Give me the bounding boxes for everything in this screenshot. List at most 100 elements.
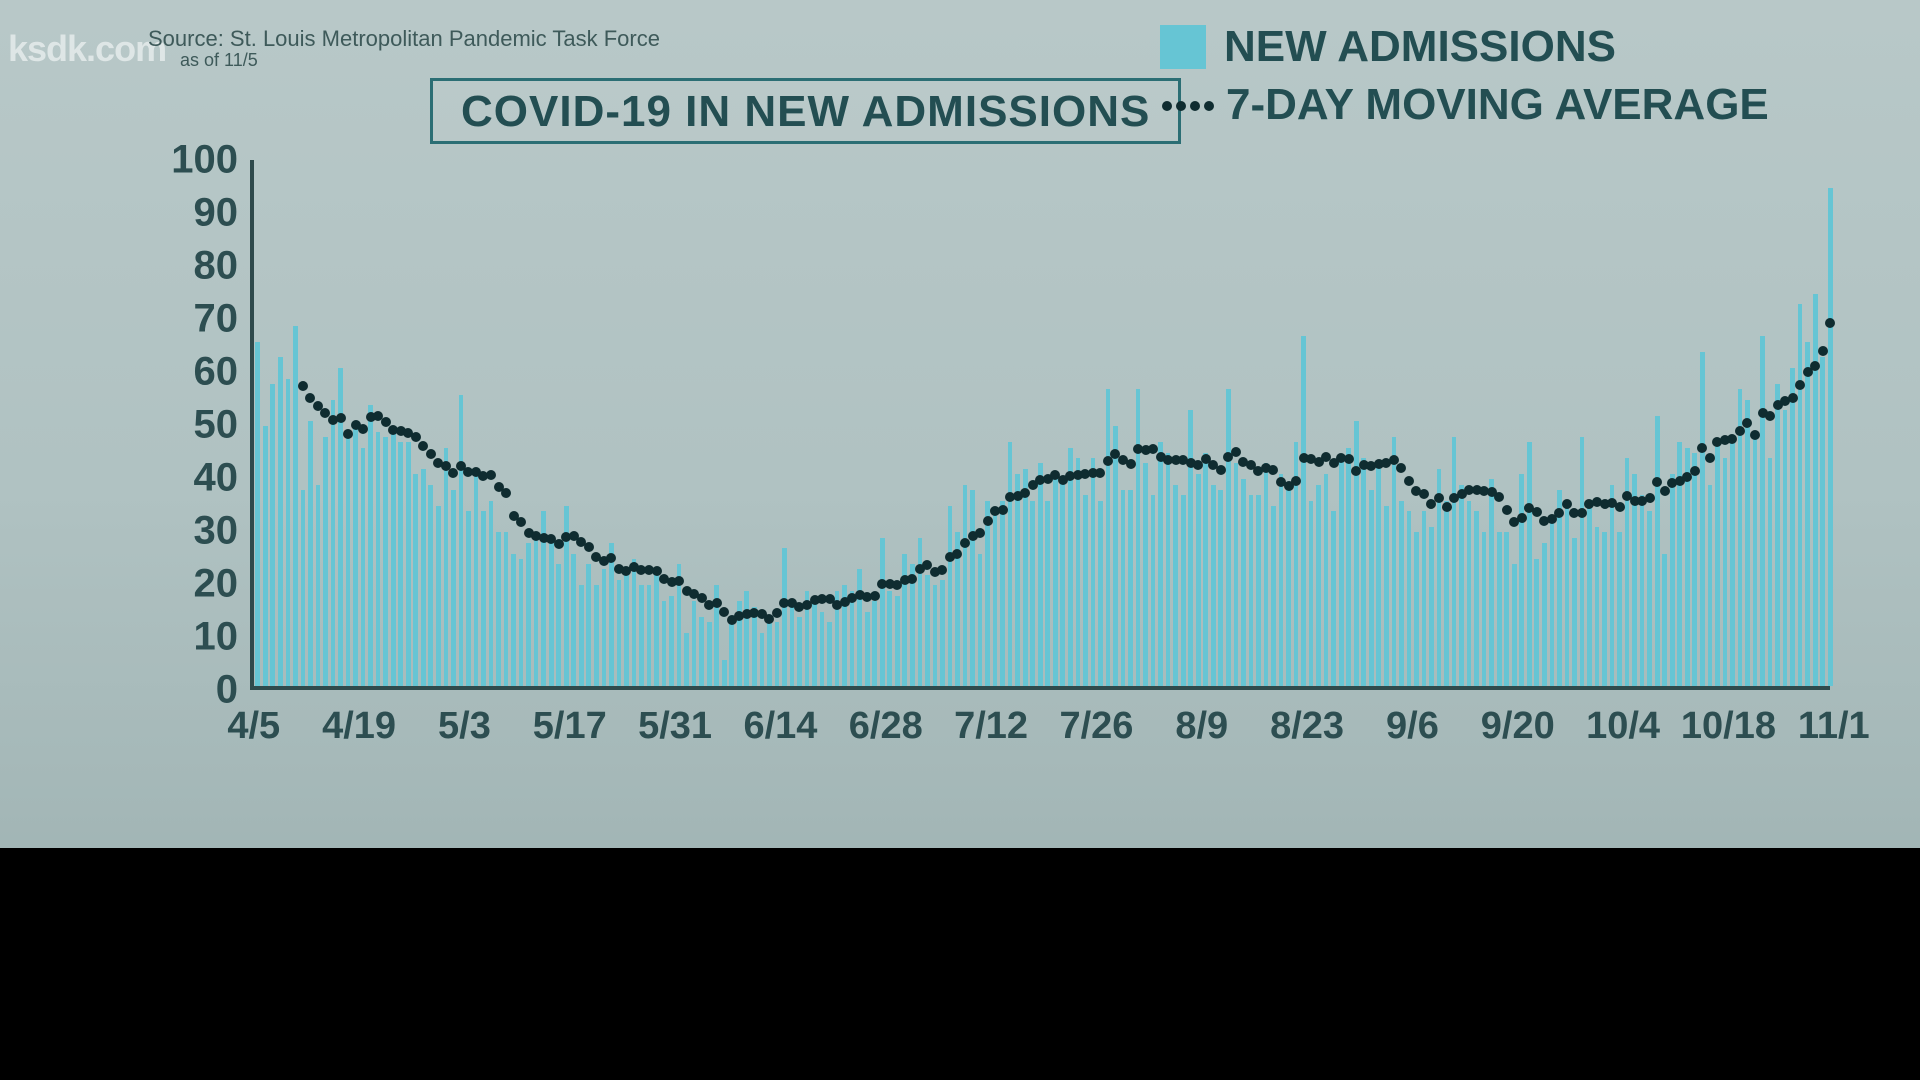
bar — [511, 554, 516, 687]
bar — [918, 538, 923, 686]
x-axis-label: 5/17 — [533, 705, 607, 748]
x-axis-label: 7/26 — [1059, 705, 1133, 748]
bar — [1662, 554, 1667, 687]
bar — [1173, 485, 1178, 686]
bar — [872, 601, 877, 686]
bar — [1361, 458, 1366, 686]
bars-layer — [254, 160, 1830, 686]
bar — [361, 448, 366, 687]
bar — [1339, 458, 1344, 686]
bar — [1602, 532, 1607, 686]
bar — [1392, 437, 1397, 686]
bar — [286, 379, 291, 686]
bar — [1459, 485, 1464, 686]
bar — [368, 405, 373, 686]
bar — [857, 569, 862, 686]
bar — [1324, 474, 1329, 686]
x-axis-label: 11/1 — [1798, 705, 1870, 748]
bar — [955, 532, 960, 686]
bar — [1030, 501, 1035, 687]
bar — [338, 368, 343, 686]
bar — [1143, 463, 1148, 686]
bar — [444, 448, 449, 687]
bar — [1151, 495, 1156, 686]
bar — [933, 585, 938, 686]
bar — [263, 426, 268, 686]
bar — [1489, 479, 1494, 686]
bar — [902, 554, 907, 687]
bar — [1098, 501, 1103, 687]
bar — [654, 575, 659, 686]
bar — [1527, 442, 1532, 686]
bar — [504, 532, 509, 686]
bar — [647, 585, 652, 686]
bar — [1647, 511, 1652, 686]
bar — [1768, 458, 1773, 686]
bar — [1196, 474, 1201, 686]
bar — [316, 485, 321, 686]
bar — [1444, 501, 1449, 687]
bar — [707, 622, 712, 686]
bar — [451, 490, 456, 686]
bar — [895, 596, 900, 686]
bar — [1264, 463, 1269, 686]
bar — [1497, 532, 1502, 686]
bar — [887, 591, 892, 686]
x-axis-label: 4/19 — [322, 705, 396, 748]
bar — [729, 622, 734, 686]
bar — [617, 580, 622, 686]
bar — [534, 532, 539, 686]
bar — [1685, 448, 1690, 687]
x-axis-label: 6/14 — [743, 705, 817, 748]
y-axis-label: 100 — [120, 138, 238, 183]
chart-title: COVID-19 IN NEW ADMISSIONS — [430, 78, 1181, 144]
bar — [797, 617, 802, 686]
bar — [1519, 474, 1524, 686]
bar — [1798, 304, 1803, 686]
bar — [842, 585, 847, 686]
bar — [1279, 474, 1284, 686]
x-axis-label: 4/5 — [227, 705, 280, 748]
bar — [270, 384, 275, 686]
bar — [1708, 485, 1713, 686]
bar — [594, 585, 599, 686]
bar — [1286, 490, 1291, 686]
bar — [519, 559, 524, 686]
x-axis-label: 8/9 — [1175, 705, 1228, 748]
bar — [1106, 389, 1111, 686]
bar — [609, 543, 614, 686]
bar — [1482, 532, 1487, 686]
bar — [1422, 511, 1427, 686]
bar — [1610, 485, 1615, 686]
bar — [541, 511, 546, 686]
chart-area: 01020304050607080901004/54/195/35/175/31… — [120, 140, 1840, 760]
bar — [1136, 389, 1141, 686]
bar — [406, 442, 411, 686]
legend-item-dots: 7-DAY MOVING AVERAGE — [1160, 80, 1769, 130]
bar — [586, 564, 591, 686]
bar — [1128, 490, 1133, 686]
bar — [1226, 389, 1231, 686]
bar — [459, 395, 464, 687]
chart-stage: ksdk.com Source: St. Louis Metropolitan … — [0, 0, 1920, 1080]
bar — [331, 400, 336, 686]
bar — [1738, 389, 1743, 686]
bar — [722, 660, 727, 687]
bar — [1407, 511, 1412, 686]
bar — [353, 426, 358, 686]
bar — [1369, 490, 1374, 686]
bar — [489, 501, 494, 687]
x-axis-label: 5/31 — [638, 705, 712, 748]
bar — [1692, 453, 1697, 686]
x-axis-label: 9/6 — [1386, 705, 1439, 748]
bar — [1309, 501, 1314, 687]
bar — [421, 469, 426, 686]
y-axis-label: 40 — [120, 456, 238, 501]
bar — [714, 585, 719, 686]
bar — [323, 437, 328, 686]
bar — [1452, 437, 1457, 686]
bar — [775, 622, 780, 686]
bar — [1158, 442, 1163, 686]
bar — [376, 432, 381, 686]
bar — [677, 564, 682, 686]
